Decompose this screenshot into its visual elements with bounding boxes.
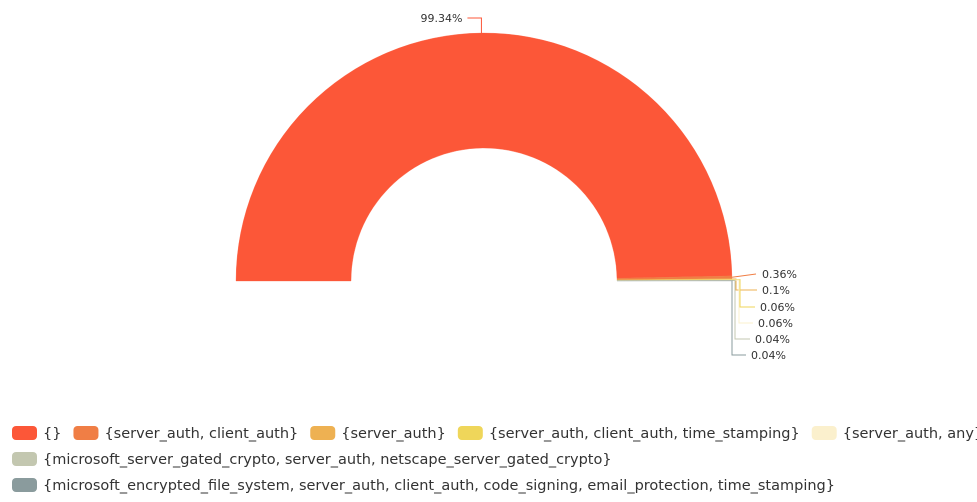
legend-label-6: {microsoft_encrypted_file_system, server…: [43, 478, 835, 494]
legend-item-6[interactable]: {microsoft_encrypted_file_system, server…: [12, 478, 835, 494]
legend-swatch-0: [12, 426, 37, 440]
leader-line-1: [732, 274, 756, 277]
legend-item-3[interactable]: {server_auth, client_auth, time_stamping…: [458, 426, 800, 442]
leader-line-5: [732, 281, 750, 339]
slice-label-4: 0.06%: [758, 317, 793, 330]
legend-item-0[interactable]: {}: [12, 426, 61, 442]
legend-label-5: {microsoft_server_gated_crypto, server_a…: [43, 452, 612, 468]
leader-line-2: [732, 279, 757, 290]
slice-0[interactable]: [236, 33, 732, 281]
legend-item-5[interactable]: {microsoft_server_gated_crypto, server_a…: [12, 452, 612, 468]
slice-label-6: 0.04%: [751, 349, 786, 362]
legend-swatch-1: [73, 426, 98, 440]
legend-label-1: {server_auth, client_auth}: [104, 426, 298, 442]
slice-label-0: 99.34%: [420, 12, 462, 25]
legend-item-4[interactable]: {server_auth, any}: [812, 426, 977, 442]
legend-item-2[interactable]: {server_auth}: [310, 426, 446, 442]
slice-label-2: 0.1%: [762, 284, 790, 297]
legend-swatch-3: [458, 426, 483, 440]
legend-swatch-6: [12, 478, 37, 492]
legend-label-0: {}: [43, 426, 61, 442]
legend-item-1[interactable]: {server_auth, client_auth}: [73, 426, 298, 442]
slice-label-1: 0.36%: [762, 268, 797, 281]
legend-swatch-5: [12, 452, 37, 466]
legend-swatch-2: [310, 426, 335, 440]
slice-label-5: 0.04%: [755, 333, 790, 346]
legend-swatch-4: [812, 426, 837, 440]
slice-label-3: 0.06%: [760, 301, 795, 314]
legend[interactable]: {} {server_auth, client_auth} {server_auth…: [12, 426, 977, 494]
legend-label-4: {server_auth, any}: [843, 426, 977, 442]
legend-label-2: {server_auth}: [341, 426, 446, 442]
legend-label-3: {server_auth, client_auth, time_stamping…: [489, 426, 800, 442]
slices: [236, 33, 732, 281]
leader-line-0: [467, 18, 481, 33]
